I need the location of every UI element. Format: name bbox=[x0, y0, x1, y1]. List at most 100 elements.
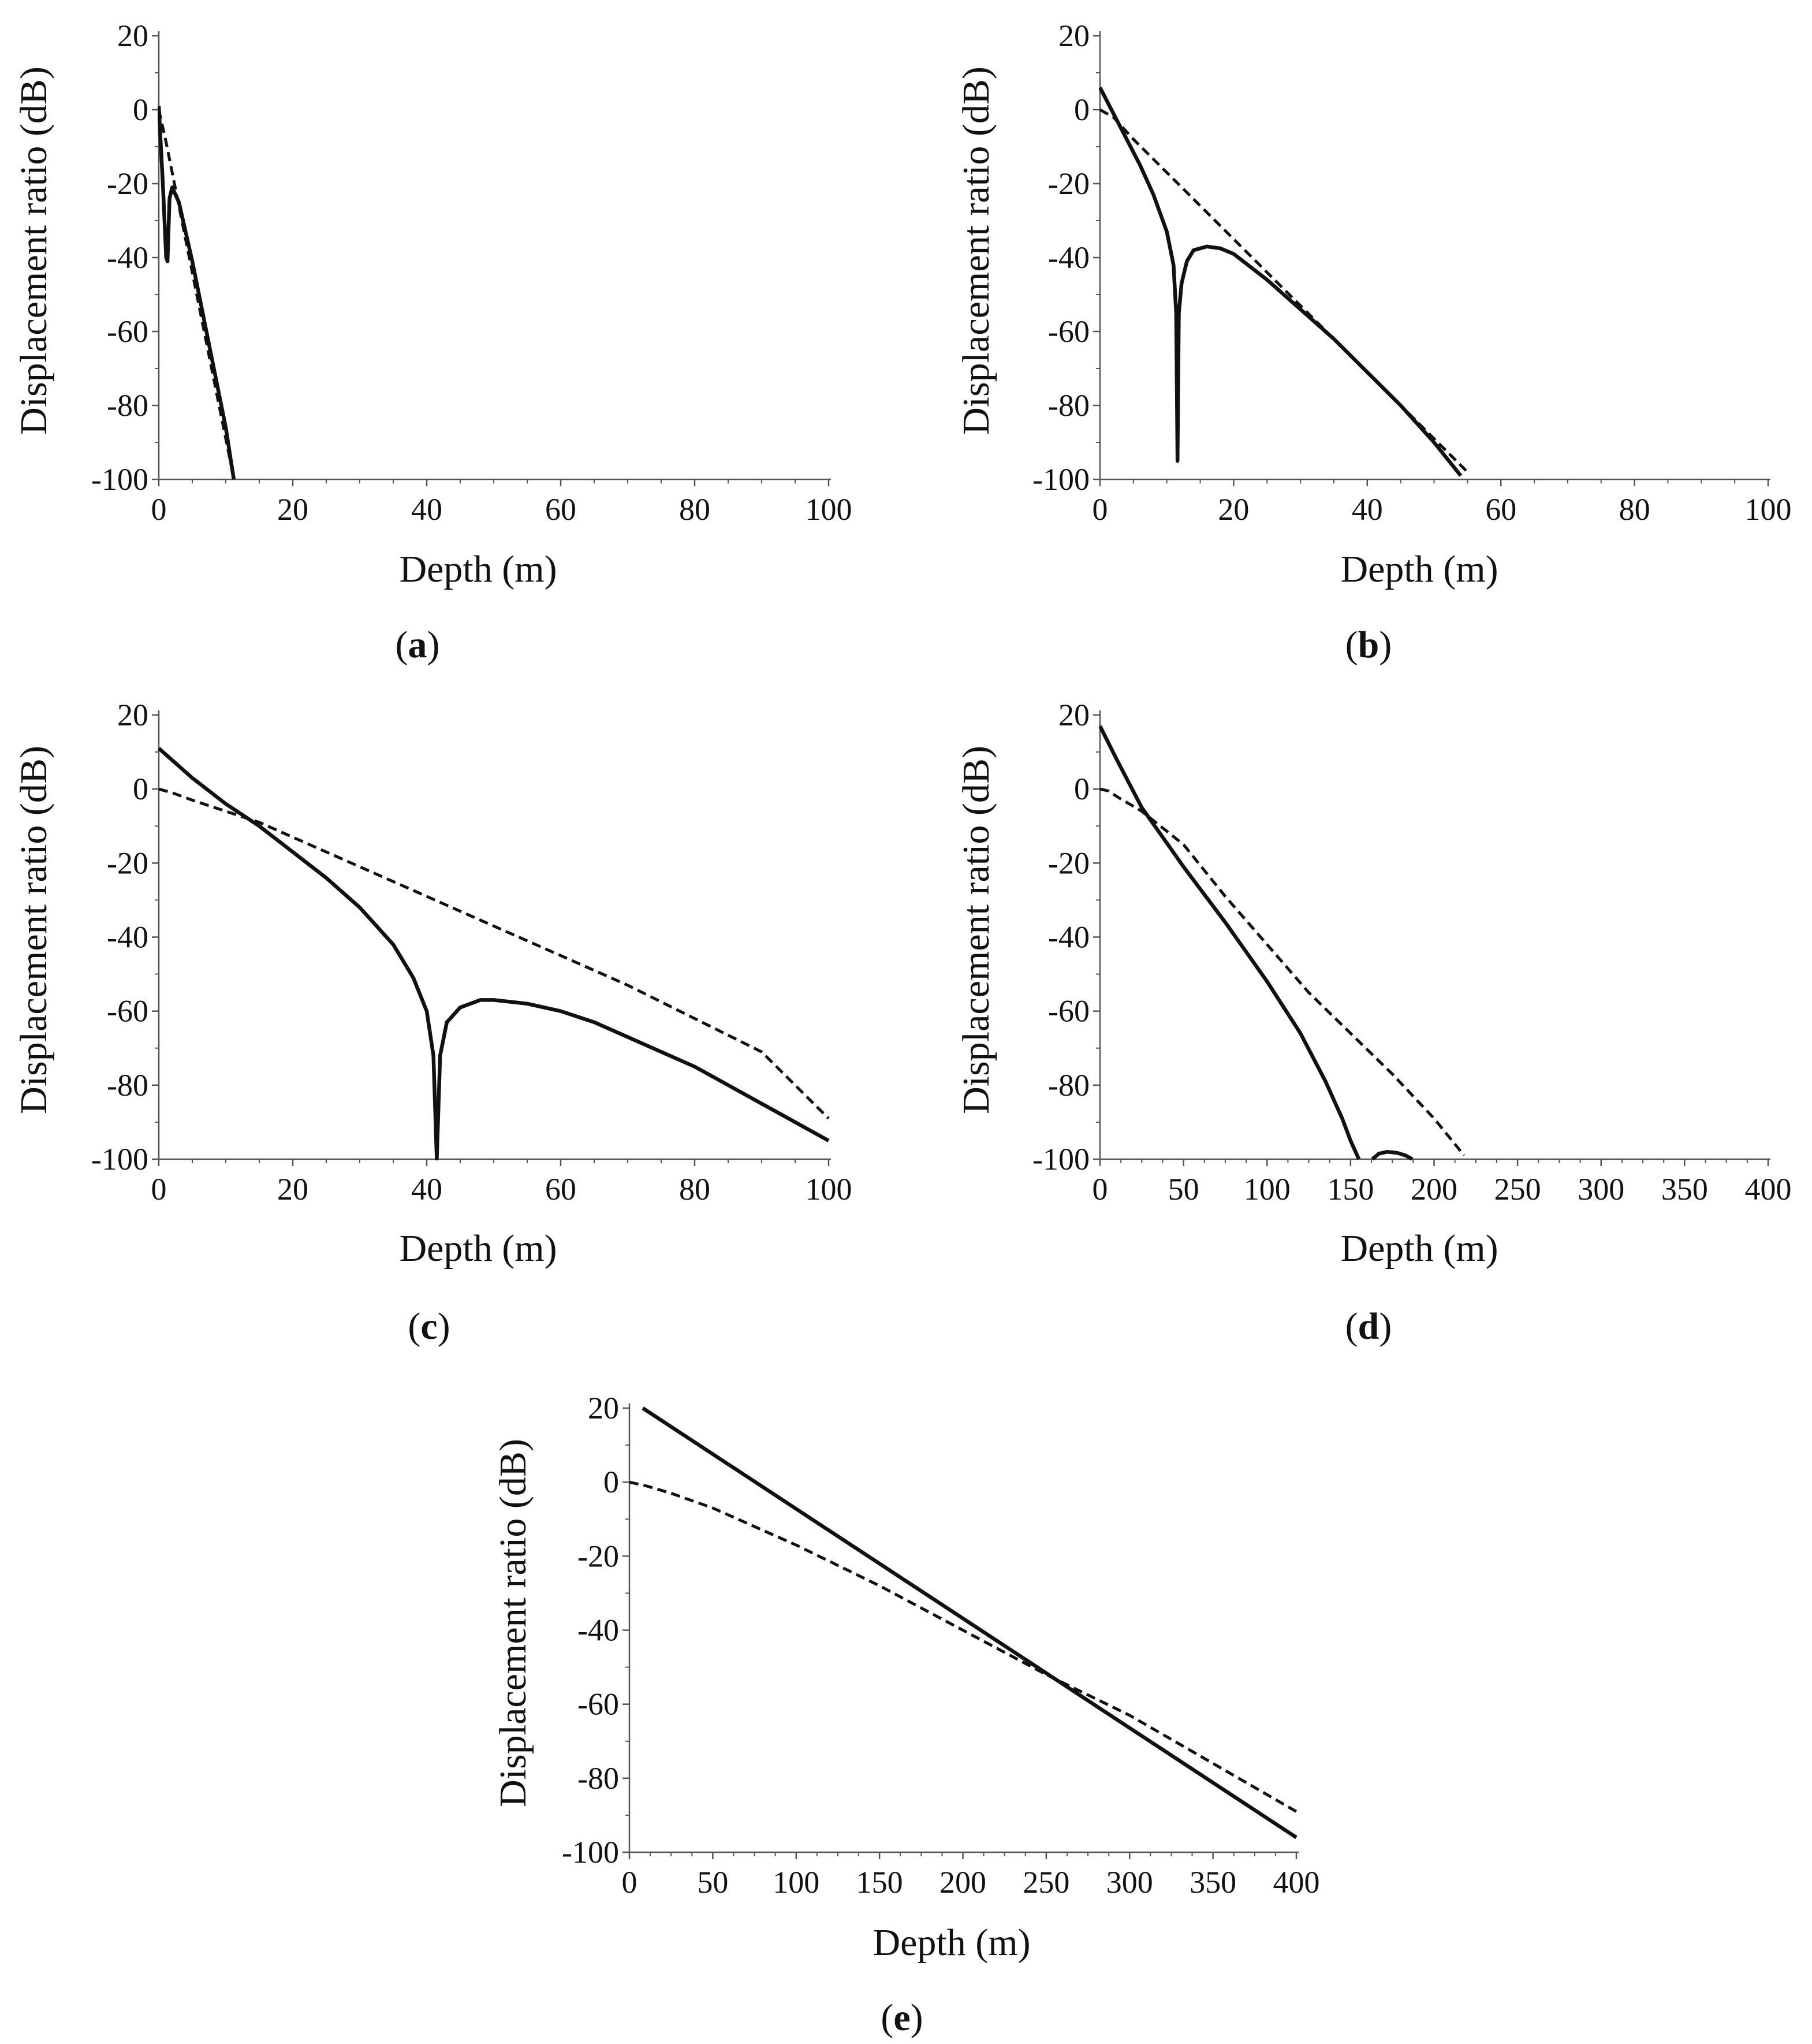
y-tick-label: -20 bbox=[107, 166, 148, 201]
caption-letter-c: c bbox=[420, 1305, 437, 1347]
caption-c: (c) bbox=[408, 1305, 450, 1347]
series-line-dashed bbox=[629, 1480, 1298, 1813]
caption-open-d: ( bbox=[1345, 1305, 1358, 1347]
y-tick-label: -40 bbox=[577, 1613, 619, 1648]
y-tick-label: 20 bbox=[588, 1391, 619, 1425]
x-tick-label: 100 bbox=[1745, 492, 1792, 527]
y-tick-label: -20 bbox=[1048, 846, 1090, 880]
x-tick-label: 400 bbox=[1745, 1172, 1792, 1207]
x-tick-label: 60 bbox=[1485, 492, 1516, 527]
x-tick-label: 80 bbox=[679, 1172, 710, 1207]
y-tick-label: 0 bbox=[133, 772, 148, 806]
y-tick-label: -60 bbox=[1048, 994, 1090, 1029]
y-axis-title-e: Displacement ratio (dB) bbox=[492, 1439, 534, 1807]
x-axis-title-c: Depth (m) bbox=[399, 1227, 557, 1269]
y-tick-label: -80 bbox=[1048, 1068, 1090, 1103]
y-tick-label: -40 bbox=[107, 920, 148, 955]
x-tick-label: 400 bbox=[1273, 1865, 1320, 1900]
caption-close-c: ) bbox=[438, 1305, 450, 1347]
series-line-solid-tail bbox=[1371, 1149, 1414, 1160]
y-tick-label: -60 bbox=[577, 1687, 619, 1722]
y-tick-label: -100 bbox=[562, 1835, 619, 1870]
y-tick-label: -20 bbox=[1048, 166, 1090, 201]
y-tick-label: -60 bbox=[107, 994, 148, 1029]
x-tick-label: 150 bbox=[1327, 1172, 1374, 1207]
x-tick-label: 200 bbox=[939, 1865, 986, 1900]
series-line-dashed bbox=[158, 109, 234, 472]
x-tick-label: 50 bbox=[697, 1865, 728, 1900]
caption-close-b: ) bbox=[1379, 624, 1392, 666]
x-tick-label: 100 bbox=[806, 492, 852, 527]
y-axis-title-b: Displacement ratio (dB) bbox=[955, 66, 997, 435]
x-axis-title-e: Depth (m) bbox=[873, 1922, 1030, 1964]
x-tick-label: 200 bbox=[1411, 1172, 1457, 1207]
caption-d: (d) bbox=[1345, 1305, 1392, 1347]
series-line-dashed bbox=[1099, 787, 1466, 1157]
x-tick-label: 80 bbox=[1619, 492, 1650, 527]
caption-letter-b: b bbox=[1358, 624, 1379, 666]
caption-b: (b) bbox=[1345, 624, 1392, 666]
chart-panel-c: Displacement ratio (dB) Depth (m) (c) 20… bbox=[13, 698, 852, 1347]
series-line-solid bbox=[1099, 725, 1361, 1160]
y-tick-label: -60 bbox=[107, 314, 148, 349]
series-line-solid bbox=[158, 747, 830, 1160]
caption-close-a: ) bbox=[427, 624, 440, 666]
caption-letter-e: e bbox=[893, 1997, 910, 2039]
x-tick-label: 20 bbox=[1218, 492, 1249, 527]
y-tick-label: -100 bbox=[91, 1142, 148, 1176]
x-tick-label: 40 bbox=[411, 1172, 442, 1207]
x-tick-label: 0 bbox=[1093, 1172, 1108, 1207]
y-tick-label: -80 bbox=[577, 1761, 619, 1796]
caption-open-c: ( bbox=[408, 1305, 420, 1347]
y-axis-title-a: Displacement ratio (dB) bbox=[13, 66, 55, 435]
x-tick-label: 50 bbox=[1168, 1172, 1199, 1207]
x-tick-label: 0 bbox=[1093, 492, 1108, 527]
y-tick-label: 20 bbox=[1058, 18, 1090, 53]
y-tick-label: 0 bbox=[603, 1465, 619, 1499]
chart-panel-e: Displacement ratio (dB) Depth (m) (e) 20… bbox=[492, 1391, 1320, 2039]
x-tick-label: 350 bbox=[1661, 1172, 1708, 1207]
y-tick-label: -40 bbox=[1048, 240, 1090, 275]
series-line-solid bbox=[1099, 87, 1463, 477]
series-line-dashed bbox=[158, 787, 830, 1120]
x-tick-label: 80 bbox=[679, 492, 710, 527]
x-tick-label: 40 bbox=[411, 492, 442, 527]
caption-a: (a) bbox=[396, 624, 440, 666]
y-tick-label: 20 bbox=[1058, 698, 1090, 732]
y-tick-label: 20 bbox=[117, 18, 148, 53]
y-tick-label: -20 bbox=[107, 846, 148, 880]
x-tick-label: 300 bbox=[1578, 1172, 1624, 1207]
x-tick-label: 40 bbox=[1352, 492, 1383, 527]
chart-panel-a: Displacement ratio (dB) Depth (m) (a) 20… bbox=[13, 18, 852, 666]
y-tick-label: 0 bbox=[1074, 772, 1090, 806]
x-tick-label: 0 bbox=[151, 492, 167, 527]
x-tick-label: 100 bbox=[773, 1865, 819, 1900]
caption-e: (e) bbox=[881, 1997, 923, 2039]
x-tick-label: 100 bbox=[806, 1172, 852, 1207]
caption-close-e: ) bbox=[911, 1997, 923, 2039]
y-tick-label: -40 bbox=[1048, 920, 1090, 955]
x-tick-label: 300 bbox=[1106, 1865, 1153, 1900]
x-axis-title-b: Depth (m) bbox=[1340, 548, 1498, 590]
x-tick-label: 0 bbox=[622, 1865, 637, 1900]
y-tick-label: -100 bbox=[91, 462, 148, 497]
series-line-solid bbox=[158, 106, 236, 480]
series-line-dashed bbox=[1099, 108, 1469, 473]
y-tick-label: -20 bbox=[577, 1539, 619, 1573]
caption-letter-d: d bbox=[1358, 1305, 1379, 1347]
y-tick-label: -40 bbox=[107, 240, 148, 275]
x-axis-title-a: Depth (m) bbox=[399, 548, 557, 590]
chart-panel-b: Displacement ratio (dB) Depth (m) (b) 20… bbox=[955, 18, 1792, 666]
caption-letter-a: a bbox=[408, 624, 427, 666]
y-axis-title-c: Displacement ratio (dB) bbox=[13, 746, 55, 1114]
x-tick-label: 250 bbox=[1494, 1172, 1541, 1207]
caption-close-d: ) bbox=[1379, 1305, 1392, 1347]
y-tick-label: 20 bbox=[117, 698, 148, 732]
x-tick-label: 20 bbox=[277, 1172, 308, 1207]
series-line-solid bbox=[642, 1406, 1298, 1840]
y-tick-label: 0 bbox=[133, 92, 148, 127]
y-tick-label: -60 bbox=[1048, 314, 1090, 349]
x-tick-label: 60 bbox=[545, 492, 576, 527]
x-tick-label: 20 bbox=[277, 492, 308, 527]
